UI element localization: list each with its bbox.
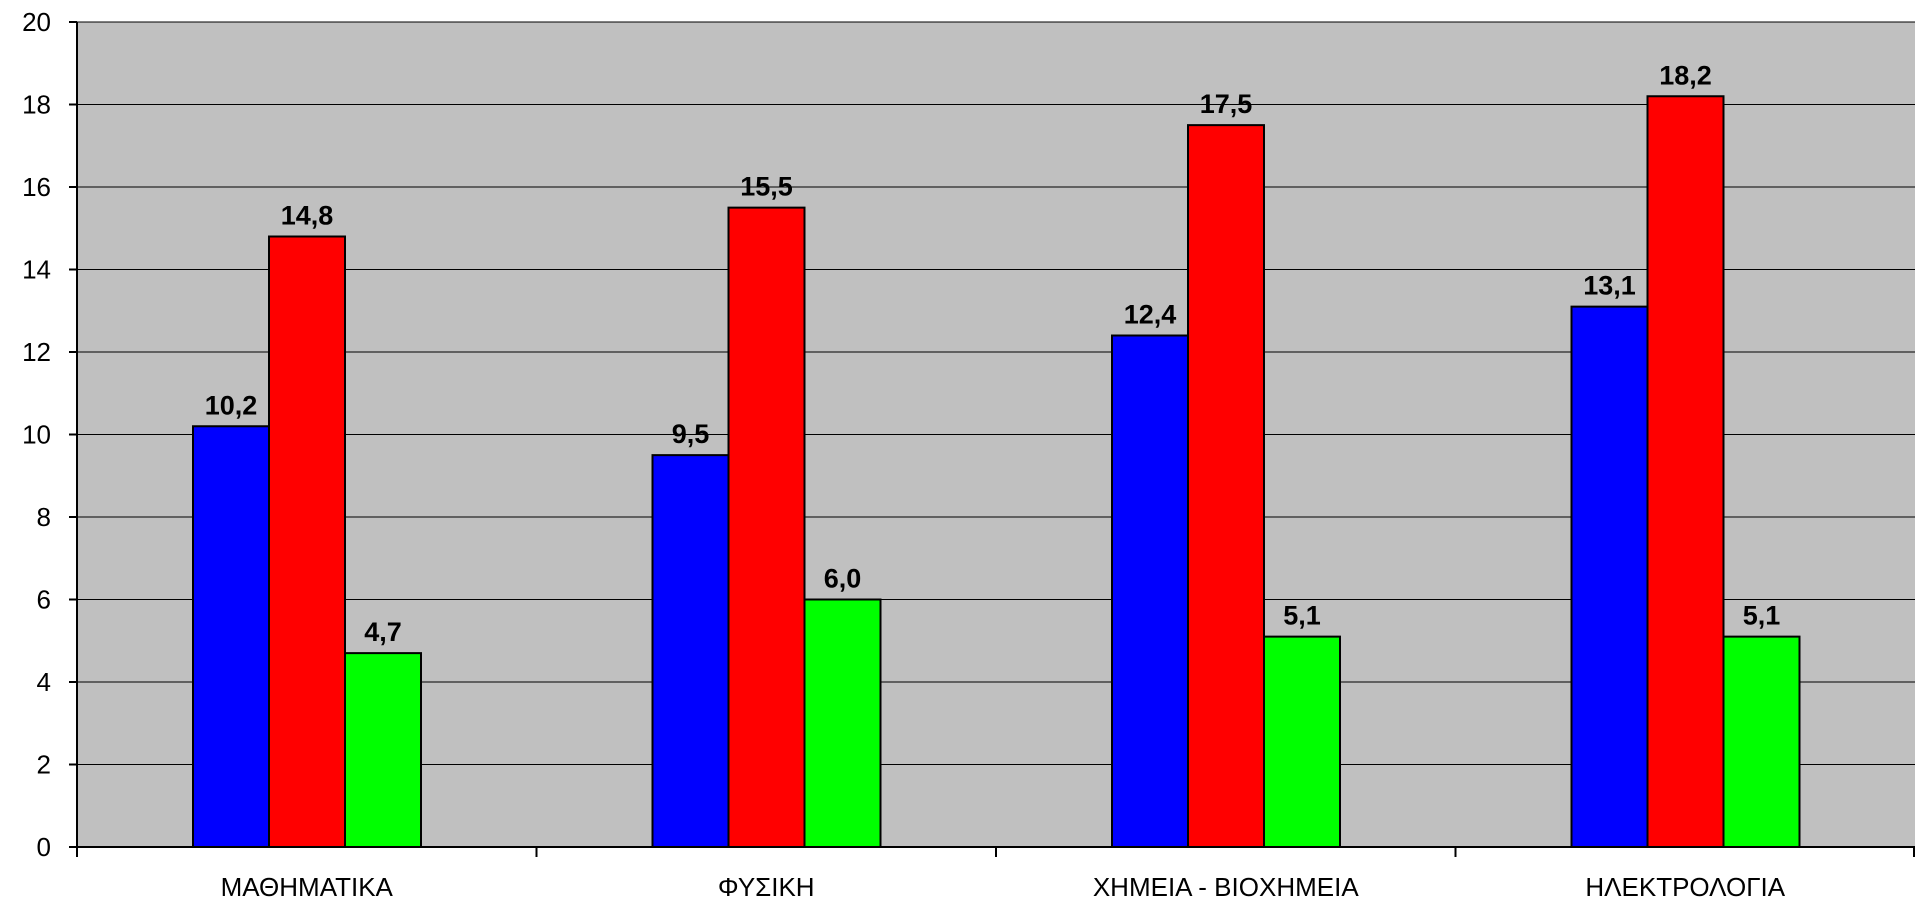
bar — [1570, 305, 1649, 848]
bar — [268, 235, 346, 848]
data-label: 18,2 — [1659, 60, 1712, 90]
bar — [344, 652, 422, 848]
data-label: 12,4 — [1124, 300, 1177, 330]
y-tick-label: 2 — [37, 750, 51, 780]
bar — [1263, 635, 1341, 848]
bar — [1187, 124, 1265, 848]
bar — [1646, 95, 1725, 848]
y-tick-label: 6 — [37, 585, 51, 615]
bar — [192, 425, 270, 848]
x-category-label: ΜΑΘΗΜΑΤΙΚΑ — [221, 872, 394, 902]
data-label: 9,5 — [672, 419, 710, 449]
data-label: 6,0 — [824, 564, 862, 594]
y-axis-ticks: 0 2 4 6 8 10 12 14 16 18 20 — [22, 7, 77, 862]
data-labels: 10,2 14,8 4,7 9,5 15,5 6,0 12,4 17,5 5,1 13,1 18,2… — [205, 60, 1781, 647]
data-label: 13,1 — [1583, 271, 1636, 301]
y-tick-label: 14 — [22, 255, 51, 285]
bar — [1722, 635, 1801, 848]
bar — [1111, 334, 1189, 848]
y-tick-label: 20 — [22, 7, 51, 37]
data-label: 10,2 — [205, 390, 258, 420]
y-tick-label: 12 — [22, 337, 51, 367]
data-label: 17,5 — [1200, 89, 1253, 119]
bar — [803, 598, 882, 848]
y-tick-label: 18 — [22, 90, 51, 120]
x-category-label: ΦΥΣΙΚΗ — [718, 872, 815, 902]
bar — [727, 206, 806, 848]
bar — [651, 454, 730, 848]
x-category-label: ΗΛΕΚΤΡΟΛΟΓΙΑ — [1585, 872, 1785, 902]
gridlines — [77, 21, 1915, 765]
data-label: 4,7 — [364, 617, 402, 647]
data-label: 5,1 — [1743, 601, 1781, 631]
data-label: 5,1 — [1283, 601, 1321, 631]
y-tick-label: 8 — [37, 502, 51, 532]
y-tick-label: 0 — [37, 832, 51, 862]
x-category-label: ΧΗΜΕΙΑ - ΒΙΟΧΗΜΕΙΑ — [1093, 872, 1359, 902]
data-label: 14,8 — [281, 201, 334, 231]
y-tick-label: 16 — [22, 172, 51, 202]
data-label: 15,5 — [740, 172, 793, 202]
bars — [192, 95, 1801, 848]
y-tick-label: 4 — [37, 667, 51, 697]
y-tick-label: 10 — [22, 420, 51, 450]
x-axis-ticks: ΜΑΘΗΜΑΤΙΚΑ ΦΥΣΙΚΗ ΧΗΜΕΙΑ - ΒΙΟΧΗΜΕΙΑ ΗΛΕΚΤΡ… — [76, 847, 1915, 902]
